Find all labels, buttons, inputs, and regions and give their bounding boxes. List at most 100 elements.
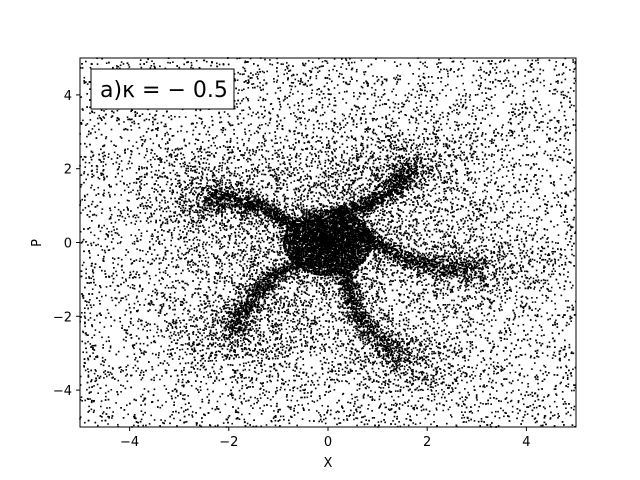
scatter-point xyxy=(514,186,516,189)
scatter-point xyxy=(235,418,238,420)
scatter-point xyxy=(496,177,498,179)
scatter-point xyxy=(230,393,233,396)
scatter-point xyxy=(223,111,226,113)
scatter-point xyxy=(250,191,253,194)
scatter-point xyxy=(105,384,107,387)
scatter-point xyxy=(137,240,139,243)
scatter-point xyxy=(544,407,546,410)
scatter-point xyxy=(241,380,243,383)
scatter-point xyxy=(247,124,250,127)
scatter-point xyxy=(420,93,423,96)
scatter-point xyxy=(551,159,554,162)
scatter-point xyxy=(167,147,169,150)
scatter-point xyxy=(573,216,575,219)
scatter-point xyxy=(148,118,150,121)
scatter-point xyxy=(115,402,117,404)
scatter-point xyxy=(343,374,346,376)
scatter-point xyxy=(177,378,180,381)
scatter-point xyxy=(160,161,163,163)
scatter-point xyxy=(208,163,210,165)
scatter-point xyxy=(79,375,82,378)
scatter-point xyxy=(223,263,226,265)
scatter-point xyxy=(529,85,532,87)
scatter-point xyxy=(323,287,325,289)
scatter-point xyxy=(379,177,382,179)
scatter-point xyxy=(155,199,158,202)
scatter-point xyxy=(243,88,245,91)
scatter-point xyxy=(208,356,210,359)
scatter-point xyxy=(518,191,521,194)
scatter-point xyxy=(382,145,385,147)
scatter-point xyxy=(418,135,421,137)
scatter-point xyxy=(97,176,99,179)
scatter-point xyxy=(174,369,176,372)
scatter-point xyxy=(470,171,472,173)
scatter-point xyxy=(377,157,379,159)
scatter-point xyxy=(471,297,473,300)
scatter-point xyxy=(214,425,217,427)
scatter-point xyxy=(435,96,437,99)
scatter-point xyxy=(274,343,277,346)
scatter-point xyxy=(279,300,282,302)
scatter-point xyxy=(526,181,528,183)
scatter-point xyxy=(165,125,167,128)
scatter-point xyxy=(125,336,127,338)
scatter-point xyxy=(221,339,223,341)
scatter-point xyxy=(294,346,296,349)
scatter-point xyxy=(460,220,463,222)
scatter-point xyxy=(210,115,213,118)
scatter-point xyxy=(161,375,163,377)
scatter-point xyxy=(107,390,110,393)
scatter-point xyxy=(238,264,241,266)
scatter-point xyxy=(482,62,484,65)
scatter-point xyxy=(248,289,251,292)
scatter-point xyxy=(547,122,549,124)
scatter-point xyxy=(338,380,340,383)
scatter-point xyxy=(503,378,505,380)
scatter-point xyxy=(206,178,208,181)
scatter-point xyxy=(277,97,279,100)
scatter-point xyxy=(563,135,566,137)
scatter-point xyxy=(379,300,382,303)
scatter-point xyxy=(274,142,276,145)
scatter-point xyxy=(120,391,122,393)
scatter-point xyxy=(452,306,455,309)
scatter-point xyxy=(335,123,337,125)
scatter-point xyxy=(512,318,515,321)
scatter-point xyxy=(536,220,538,223)
scatter-point xyxy=(431,82,434,84)
scatter-point xyxy=(538,342,541,344)
scatter-point xyxy=(125,223,128,226)
scatter-point xyxy=(555,242,557,244)
scatter-point xyxy=(431,94,434,96)
scatter-point xyxy=(301,281,304,284)
scatter-point xyxy=(324,422,327,425)
scatter-point xyxy=(292,389,295,392)
scatter-point xyxy=(175,369,177,372)
scatter-point xyxy=(438,220,440,223)
scatter-point xyxy=(534,417,537,419)
scatter-point xyxy=(356,123,358,125)
scatter-point xyxy=(92,411,95,413)
scatter-point xyxy=(370,137,373,140)
scatter-point xyxy=(159,65,161,68)
scatter-point xyxy=(120,369,123,371)
scatter-point xyxy=(207,256,210,259)
scatter-point xyxy=(346,322,349,324)
scatter-point xyxy=(572,189,575,192)
scatter-point xyxy=(145,61,148,63)
scatter-point xyxy=(486,313,489,316)
scatter-point xyxy=(462,217,464,220)
scatter-point xyxy=(137,300,139,303)
scatter-point xyxy=(354,400,356,403)
scatter-point xyxy=(514,211,516,214)
scatter-point xyxy=(147,58,149,61)
scatter-point xyxy=(436,361,438,364)
scatter-point xyxy=(523,403,525,406)
scatter-point xyxy=(470,410,472,413)
scatter-point xyxy=(287,103,289,106)
scatter-point xyxy=(178,282,181,284)
scatter-point xyxy=(526,173,528,176)
scatter-point xyxy=(399,202,402,204)
scatter-point xyxy=(432,175,435,178)
